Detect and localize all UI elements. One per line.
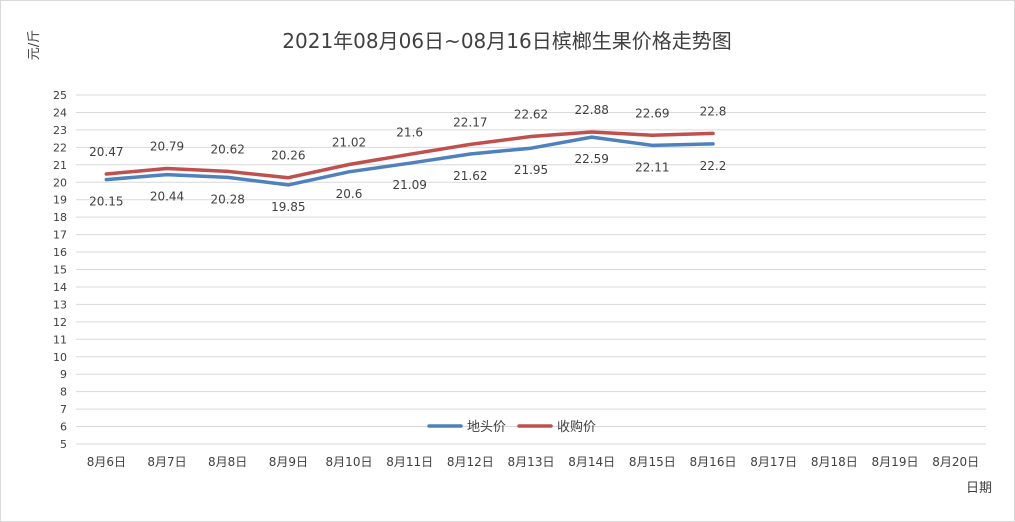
y-tick-label: 9	[60, 368, 67, 381]
chart-title: 2021年08月06日~08月16日槟榔生果价格走势图	[282, 29, 731, 53]
x-axis-label: 日期	[966, 481, 992, 496]
series-lines	[104, 130, 715, 187]
data-label: 20.28	[210, 192, 244, 206]
y-tick-label: 15	[53, 264, 67, 277]
data-label: 20.47	[89, 145, 123, 159]
data-label: 21.02	[332, 135, 366, 149]
x-axis-ticks: 8月6日 8月7日 8月8日 8月9日 8月10日 8月11日 8月12日 8月13日 8月14…	[87, 455, 979, 469]
data-label: 22.59	[574, 152, 608, 166]
y-tick-label: 20	[53, 176, 67, 189]
y-tick-label: 23	[53, 124, 67, 137]
x-tick-label: 8月16日	[690, 455, 737, 469]
data-label: 21.6	[396, 125, 423, 139]
y-tick-label: 11	[53, 333, 67, 346]
x-tick-label: 8月19日	[872, 455, 919, 469]
y-tick-label: 22	[53, 141, 67, 154]
x-tick-label: 8月7日	[147, 455, 186, 469]
x-tick-label: 8月17日	[750, 455, 797, 469]
data-label: 20.15	[89, 195, 123, 209]
data-label: 20.62	[210, 142, 244, 156]
x-tick-label: 8月9日	[269, 455, 308, 469]
x-tick-label: 8月12日	[447, 455, 494, 469]
legend-entry: 收购价	[557, 419, 596, 435]
x-tick-label: 8月15日	[629, 455, 676, 469]
y-tick-label: 5	[60, 438, 67, 451]
data-label: 19.85	[271, 200, 305, 214]
data-label: 22.8	[700, 104, 727, 118]
data-label: 22.17	[453, 115, 487, 129]
y-tick-label: 21	[53, 159, 67, 172]
data-label: 22.2	[700, 159, 727, 173]
x-tick-label: 8月8日	[208, 455, 247, 469]
data-label: 20.6	[336, 187, 363, 201]
data-label: 21.09	[392, 178, 426, 192]
data-label: 22.69	[635, 106, 669, 120]
x-tick-label: 8月10日	[326, 455, 373, 469]
y-tick-label: 14	[53, 281, 67, 294]
y-tick-label: 19	[53, 194, 67, 207]
data-label: 22.88	[574, 103, 608, 117]
legend-entry: 地头价	[467, 420, 506, 435]
y-axis-label: 元/斤	[27, 30, 42, 60]
y-tick-label: 12	[53, 316, 67, 329]
data-label: 21.62	[453, 169, 487, 183]
y-tick-label: 16	[53, 246, 67, 259]
y-tick-label: 18	[53, 211, 67, 224]
data-label: 22.62	[514, 108, 548, 122]
y-tick-label: 8	[60, 386, 67, 399]
series-line-1	[104, 130, 715, 180]
y-tick-label: 13	[53, 298, 67, 311]
x-tick-label: 8月13日	[508, 455, 555, 469]
x-tick-label: 8月20日	[932, 455, 979, 469]
y-tick-label: 7	[60, 403, 67, 416]
x-tick-label: 8月6日	[87, 455, 126, 469]
data-label: 20.79	[150, 139, 184, 153]
series-line-0	[104, 135, 715, 187]
y-tick-label: 6	[60, 421, 67, 434]
data-label: 21.95	[514, 163, 548, 177]
data-labels: 20.15 20.44 20.28 19.85 20.6 21.09 21.62 21.95 2…	[89, 103, 726, 214]
y-tick-label: 25	[53, 89, 67, 102]
y-tick-label: 17	[53, 229, 67, 242]
data-label: 20.26	[271, 149, 305, 163]
y-axis-ticks: 5 6 7 8 9 10 11 12 13 14 15 16 17 18 19 20 21 22 23 24 25	[53, 89, 67, 451]
x-tick-label: 8月14日	[568, 455, 615, 469]
legend: 地头价 收购价	[427, 419, 596, 435]
y-tick-label: 24	[53, 106, 67, 119]
x-tick-label: 8月18日	[811, 455, 858, 469]
data-label: 20.44	[150, 190, 184, 204]
x-tick-label: 8月11日	[386, 455, 433, 469]
data-label: 22.11	[635, 160, 669, 174]
y-tick-label: 10	[53, 351, 67, 364]
